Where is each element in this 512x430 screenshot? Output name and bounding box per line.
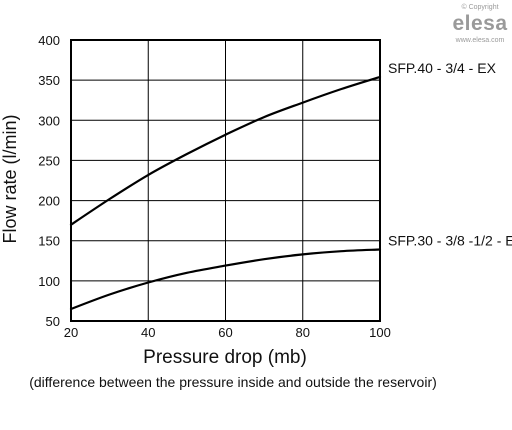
- plot-frame: [70, 39, 381, 322]
- series-labels: SFP.40 - 3/4 - EX SFP.30 - 3/8 -1/2 - EX: [388, 60, 512, 249]
- x-tick-label-80: 80: [296, 325, 310, 340]
- x-tick-label-100: 100: [369, 325, 391, 340]
- x-tick-labels: 20 40 60 80 100: [64, 325, 391, 340]
- x-tick-label-40: 40: [141, 325, 155, 340]
- y-tick-label-50: 50: [46, 314, 60, 329]
- series-line-1: [69, 75, 382, 226]
- series-label-2: SFP.30 - 3/8 -1/2 - EX: [388, 233, 512, 249]
- copyright-text: © Copyright: [461, 3, 498, 11]
- y-tick-label-350: 350: [38, 73, 60, 88]
- y-tick-label-400: 400: [38, 33, 60, 48]
- x-axis-title: Pressure drop (mb): [143, 347, 307, 368]
- y-tick-label-150: 150: [38, 234, 60, 249]
- x-tick-label-20: 20: [64, 325, 78, 340]
- series-label-1: SFP.40 - 3/4 - EX: [388, 60, 497, 76]
- series-line-2: [69, 248, 382, 311]
- series-curves: [69, 75, 382, 311]
- grid-lines: [70, 39, 381, 322]
- x-tick-label-60: 60: [218, 325, 232, 340]
- elesa-logo-watermark: © Copyright elesa www.elesa.com: [452, 3, 507, 44]
- brand-logo-text: elesa: [452, 12, 507, 35]
- y-axis-title: Flow rate (l/min): [0, 114, 20, 243]
- x-axis-subtitle: (difference between the pressure inside …: [29, 374, 437, 390]
- y-tick-label-100: 100: [38, 274, 60, 289]
- brand-url-text: www.elesa.com: [455, 37, 505, 44]
- y-tick-label-300: 300: [38, 113, 60, 128]
- y-tick-labels: 50 100 150 200 250 300 350 400: [38, 33, 60, 329]
- y-tick-label-250: 250: [38, 153, 60, 168]
- y-tick-label-200: 200: [38, 194, 60, 209]
